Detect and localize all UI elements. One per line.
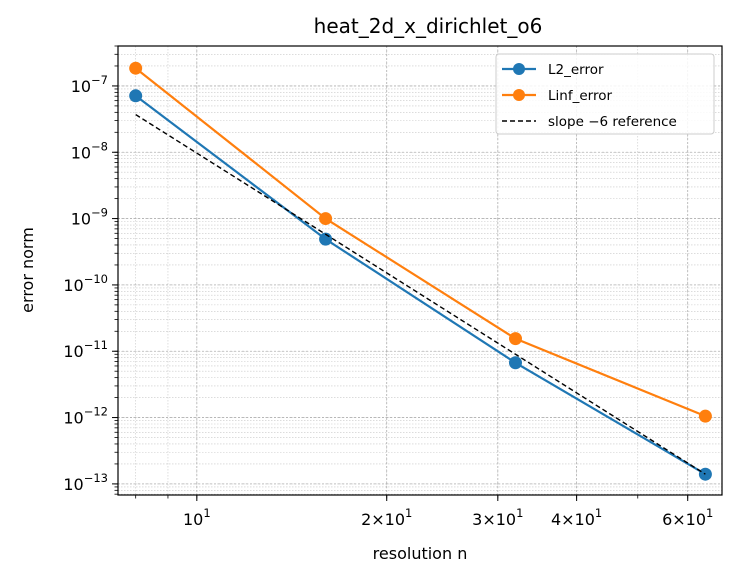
y-tick-label: 10−9 <box>71 206 108 229</box>
series-2-point <box>129 61 143 75</box>
series-line-3 <box>135 113 706 475</box>
x-tick-label: 2×101 <box>361 506 412 529</box>
x-tick-label: 4×101 <box>551 506 602 529</box>
y-tick-label: 10−11 <box>63 338 108 361</box>
y-tick-label: 10−10 <box>63 272 108 295</box>
series-2-point <box>319 212 333 226</box>
chart-title: heat_2d_x_dirichlet_o6 <box>314 14 543 38</box>
legend-label-2: Linf_error <box>548 88 612 104</box>
x-tick-label: 3×101 <box>472 506 523 529</box>
x-axis-label: resolution n <box>373 544 468 563</box>
y-axis-label: error norm <box>18 227 37 313</box>
legend-label-3: slope −6 reference <box>548 114 677 130</box>
series-line-1 <box>135 94 706 476</box>
series-1-point <box>129 89 143 103</box>
x-tick-label: 101 <box>183 506 211 529</box>
plot-area-frame <box>117 45 723 496</box>
legend-label-1: L2_error <box>548 62 604 78</box>
axis-ticks: 10−7 10−8 10−9 10−10 10−11 10−12 10−13 101 2×101… <box>63 45 713 529</box>
y-tick-label: 10−13 <box>63 471 108 494</box>
legend-marker-1 <box>513 63 525 75</box>
y-tick-label: 10−7 <box>71 73 108 96</box>
series-2-point <box>508 332 522 346</box>
legend-marker-2 <box>513 89 525 101</box>
series-1-point <box>508 356 522 370</box>
series-lines <box>129 61 712 481</box>
series-line-2 <box>134 67 706 418</box>
y-tick-label: 10−12 <box>63 405 108 428</box>
grid <box>118 45 722 495</box>
legend-box <box>495 53 715 135</box>
x-tick-label: 6×101 <box>662 506 713 529</box>
series-2-point <box>698 409 712 423</box>
y-tick-label: 10−8 <box>71 139 108 162</box>
